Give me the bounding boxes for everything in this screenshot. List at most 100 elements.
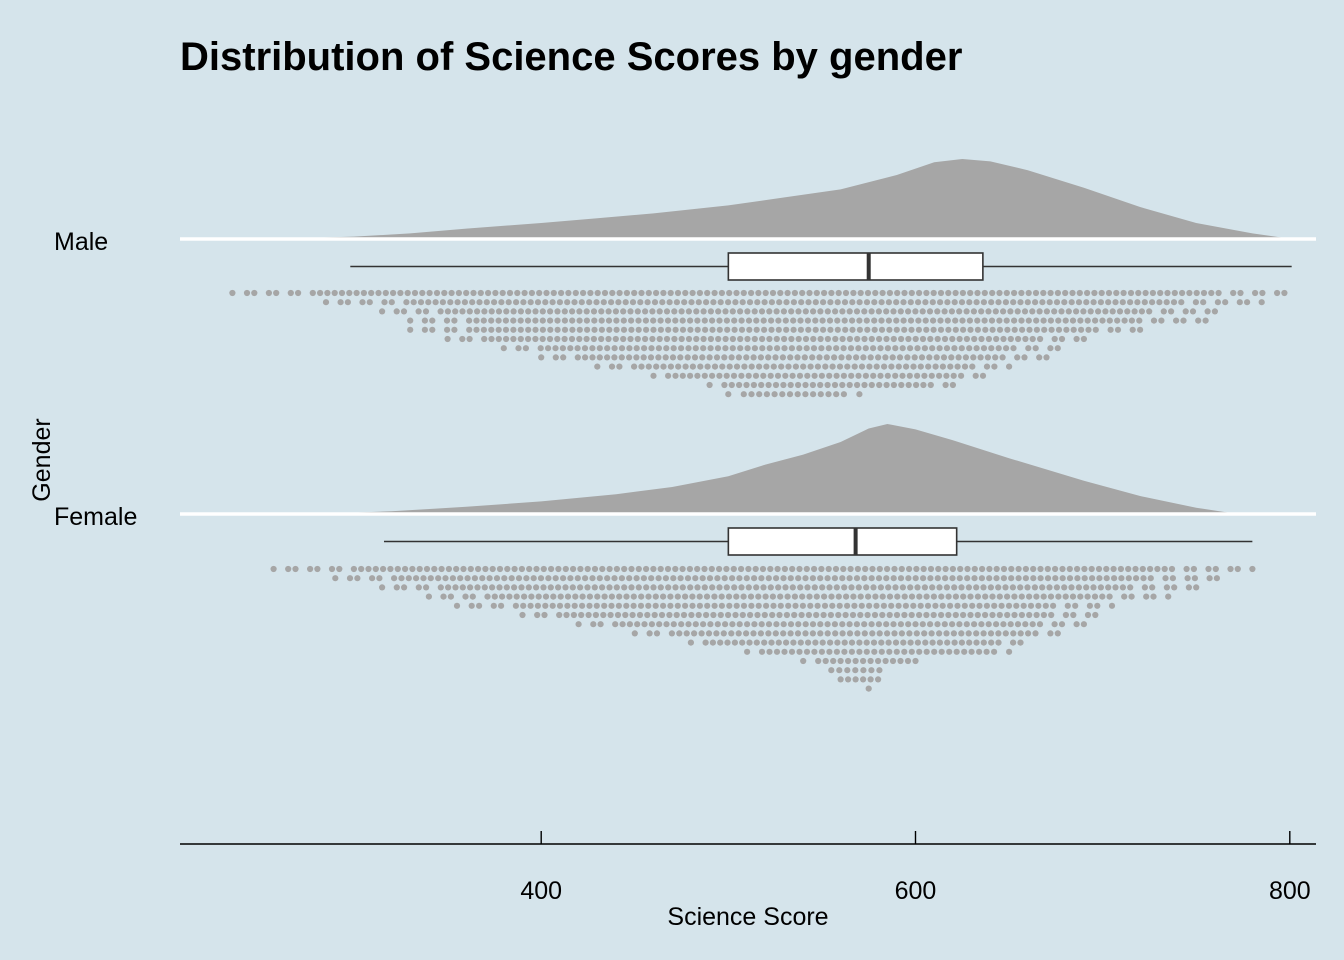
dot xyxy=(398,575,405,582)
dot xyxy=(651,299,659,306)
dot xyxy=(1027,602,1035,609)
dot xyxy=(673,611,680,619)
dot xyxy=(942,381,949,389)
dot xyxy=(939,602,946,609)
dot xyxy=(587,289,594,297)
dot xyxy=(599,565,606,573)
dot xyxy=(576,308,583,315)
dot xyxy=(415,584,422,591)
dot xyxy=(1161,565,1168,573)
dot xyxy=(1110,565,1117,573)
dot xyxy=(754,611,761,619)
dot xyxy=(350,565,357,573)
dot xyxy=(844,363,851,370)
category-group-female: Female xyxy=(54,424,1316,692)
dot xyxy=(1127,299,1134,306)
dot xyxy=(594,593,601,600)
dot xyxy=(908,326,915,333)
dot xyxy=(309,289,316,297)
dot xyxy=(1054,630,1061,637)
dot xyxy=(1011,593,1018,600)
dot xyxy=(503,584,510,591)
dot xyxy=(445,565,452,573)
dot xyxy=(714,575,721,582)
dot xyxy=(1165,593,1172,600)
dot xyxy=(905,621,912,628)
dot xyxy=(802,335,810,343)
dot xyxy=(641,345,648,352)
dot xyxy=(534,602,542,609)
dot xyxy=(657,584,664,591)
dot xyxy=(1055,593,1062,600)
dot xyxy=(776,299,783,306)
dot xyxy=(1068,584,1075,591)
dot xyxy=(606,584,613,591)
dot xyxy=(1015,565,1022,573)
dot xyxy=(499,593,506,600)
dot xyxy=(810,308,817,315)
dot xyxy=(1010,345,1017,352)
dot xyxy=(777,602,784,609)
dot xyxy=(1103,575,1110,582)
dot xyxy=(841,299,849,306)
dot xyxy=(570,565,577,573)
dot xyxy=(704,363,711,370)
dot xyxy=(663,345,670,352)
dot xyxy=(961,602,968,609)
dot xyxy=(921,630,928,637)
dot xyxy=(488,317,495,324)
dot xyxy=(504,565,511,573)
dot xyxy=(594,363,601,370)
dot xyxy=(669,354,677,361)
dot xyxy=(824,381,831,389)
dot xyxy=(943,345,951,352)
dot xyxy=(792,363,800,370)
dot xyxy=(831,621,839,628)
dot xyxy=(1050,602,1057,609)
dot xyxy=(353,289,360,297)
dot xyxy=(724,639,731,646)
dot xyxy=(1170,299,1178,306)
dot xyxy=(1052,575,1059,582)
dot xyxy=(722,335,729,343)
dot xyxy=(518,584,525,591)
dot xyxy=(714,621,721,628)
dot xyxy=(1017,584,1024,591)
dot xyxy=(962,354,970,361)
dot xyxy=(950,372,957,379)
dot xyxy=(527,602,534,609)
dot xyxy=(657,565,664,573)
dot xyxy=(931,648,938,655)
dot xyxy=(901,326,908,333)
dot xyxy=(601,593,608,600)
dot xyxy=(1108,602,1116,609)
dot xyxy=(689,363,697,370)
dot xyxy=(966,299,973,306)
dot xyxy=(532,326,539,333)
dot xyxy=(746,639,753,646)
dot xyxy=(863,639,870,646)
dot xyxy=(583,317,591,324)
dot xyxy=(1011,289,1018,297)
dot xyxy=(757,354,765,361)
dot xyxy=(677,354,684,361)
dot xyxy=(864,326,871,333)
dot xyxy=(736,381,743,389)
dot xyxy=(613,317,620,324)
dot xyxy=(911,354,918,361)
dot xyxy=(555,565,562,573)
dot xyxy=(720,630,727,637)
dot xyxy=(826,372,833,379)
dot xyxy=(914,584,921,591)
dot xyxy=(850,593,857,600)
dot xyxy=(1068,299,1075,306)
dot xyxy=(846,308,853,315)
dot xyxy=(718,593,725,600)
dot xyxy=(539,326,547,333)
dot xyxy=(554,326,561,333)
dot xyxy=(489,584,496,591)
dot xyxy=(743,354,750,361)
dot xyxy=(850,289,857,297)
dot xyxy=(574,345,581,352)
